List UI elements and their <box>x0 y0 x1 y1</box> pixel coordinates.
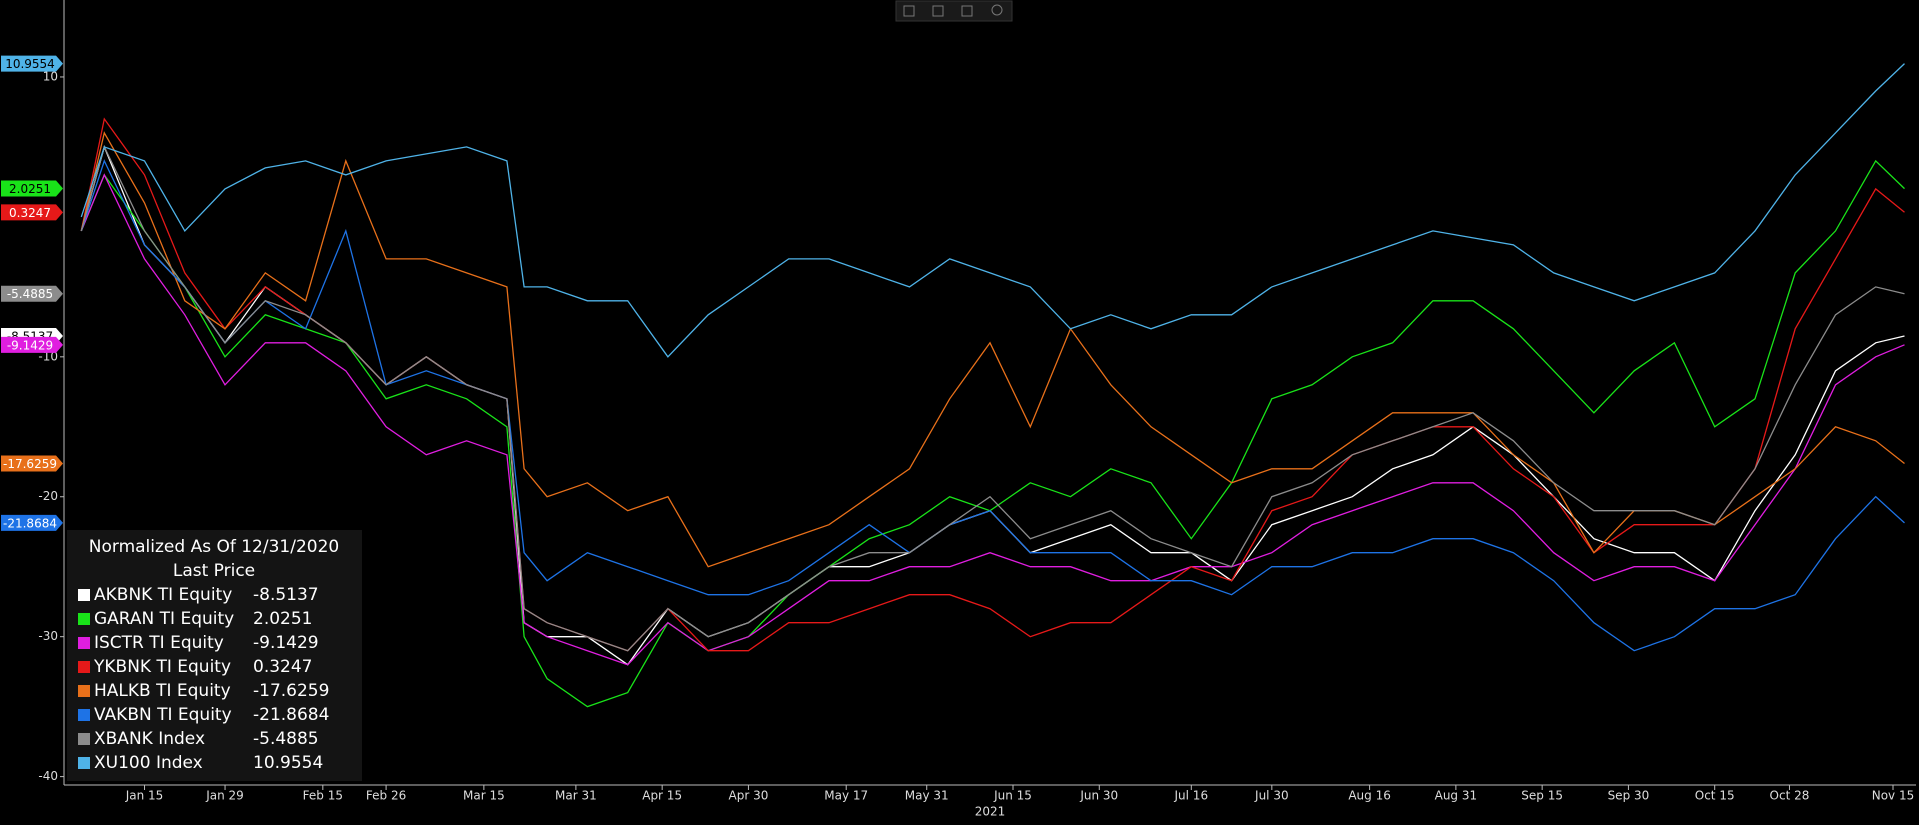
last-value-tag <box>1 55 63 72</box>
x-tick-label: Mar 31 <box>555 789 597 803</box>
legend-value: 0.3247 <box>253 657 312 677</box>
toolbar-button[interactable] <box>991 4 1003 16</box>
x-tick-label: Apr 15 <box>642 789 682 803</box>
toolbar-button[interactable] <box>903 5 915 17</box>
legend-swatch <box>78 757 90 769</box>
x-axis-label: 2021 <box>975 805 1006 819</box>
toolbar-button[interactable] <box>961 5 973 17</box>
legend-swatch <box>78 637 90 649</box>
last-value-tag <box>1 336 63 353</box>
last-value-tag <box>1 455 63 472</box>
legend-swatch <box>78 685 90 697</box>
x-tick-label: Jan 15 <box>125 789 164 803</box>
x-tick-label: May 31 <box>905 789 949 803</box>
legend-value: 10.9554 <box>253 753 323 773</box>
x-tick-label: Jul 30 <box>1254 789 1289 803</box>
series-line <box>80 131 1905 568</box>
legend-title: Normalized As Of 12/31/2020 <box>89 537 339 557</box>
legend-value: -9.1429 <box>253 633 319 653</box>
last-value-label: -21.8684 <box>3 516 57 530</box>
x-tick-label: Oct 15 <box>1695 789 1735 803</box>
last-value-tag <box>1 285 63 302</box>
legend-swatch <box>78 589 90 601</box>
legend-value: 2.0251 <box>253 609 312 629</box>
legend-value: -17.6259 <box>253 681 329 701</box>
x-tick-label: Aug 31 <box>1435 789 1478 803</box>
last-value-label: 10.9554 <box>5 57 55 71</box>
x-tick-label: Feb 26 <box>366 789 406 803</box>
legend-label: GARAN TI Equity <box>94 609 234 629</box>
legend-value: -21.8684 <box>253 705 329 725</box>
x-tick-label: Jul 16 <box>1174 789 1209 803</box>
last-value-tag <box>1 514 63 531</box>
legend-swatch <box>78 613 90 625</box>
series-line <box>80 145 1905 652</box>
legend-subtitle: Last Price <box>173 561 255 581</box>
y-tick-label: -40 <box>38 769 58 783</box>
legend-label: YKBNK TI Equity <box>93 657 231 677</box>
x-tick-label: Feb 15 <box>303 789 343 803</box>
y-tick-label: -20 <box>38 489 58 503</box>
legend-label: ISCTR TI Equity <box>94 633 224 653</box>
last-value-tag <box>1 204 63 221</box>
series-line <box>80 159 1905 708</box>
legend-box <box>67 530 362 781</box>
legend-label: XBANK Index <box>94 729 205 749</box>
legend-swatch <box>78 709 90 721</box>
legend-label: XU100 Index <box>94 753 203 773</box>
x-tick-label: Oct 28 <box>1770 789 1810 803</box>
series-line <box>80 63 1905 358</box>
legend-swatch <box>78 733 90 745</box>
last-value-label: 2.0251 <box>9 182 51 196</box>
legend: Normalized As Of 12/31/2020 Last Price A… <box>67 530 362 781</box>
x-tick-label: Apr 30 <box>729 789 769 803</box>
series-line <box>80 159 1905 652</box>
x-tick-label: Nov 15 <box>1872 789 1915 803</box>
legend-value: -5.4885 <box>253 729 319 749</box>
legend-label: AKBNK TI Equity <box>94 585 232 605</box>
legend-value: -8.5137 <box>253 585 319 605</box>
toolbar <box>895 0 1013 22</box>
y-tick-label: 10 <box>43 69 58 83</box>
last-value-label: -9.1429 <box>7 338 53 352</box>
y-tick-label: -30 <box>38 629 58 643</box>
x-tick-label: Mar 15 <box>463 789 505 803</box>
legend-label: HALKB TI Equity <box>94 681 231 701</box>
last-value-label: -5.4885 <box>7 287 53 301</box>
last-value-label: -17.6259 <box>3 457 57 471</box>
x-tick-label: Jun 15 <box>993 789 1032 803</box>
x-tick-label: Sep 30 <box>1608 789 1650 803</box>
x-tick-label: Jun 30 <box>1079 789 1118 803</box>
legend-label: VAKBN TI Equity <box>94 705 232 725</box>
last-value-tag <box>1 180 63 197</box>
x-tick-label: Jan 29 <box>205 789 244 803</box>
last-value-label: 0.3247 <box>9 206 51 220</box>
series-line <box>80 173 1905 666</box>
x-tick-label: Sep 15 <box>1521 789 1563 803</box>
x-tick-label: May 17 <box>824 789 868 803</box>
x-tick-label: Aug 16 <box>1348 789 1391 803</box>
last-value-tags: -8.51372.0251-9.14290.3247-17.6259-21.86… <box>1 55 63 531</box>
toolbar-frame <box>895 0 1013 22</box>
legend-swatch <box>78 661 90 673</box>
toolbar-button[interactable] <box>932 5 944 17</box>
